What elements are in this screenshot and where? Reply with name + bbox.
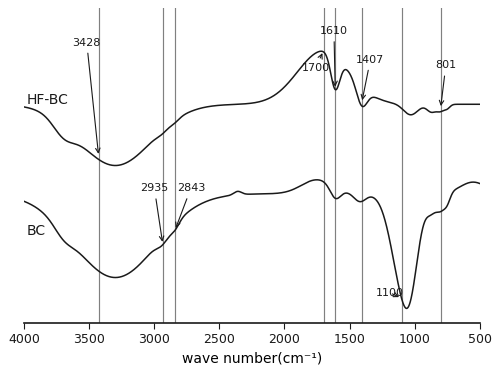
Text: 2843: 2843 [176,183,205,227]
Text: 1610: 1610 [320,26,348,86]
Text: 2935: 2935 [140,183,168,240]
Text: BC: BC [27,224,46,238]
Text: 3428: 3428 [72,38,101,153]
X-axis label: wave number(cm⁻¹): wave number(cm⁻¹) [182,352,322,366]
Text: 1407: 1407 [356,55,384,99]
Text: 801: 801 [436,61,456,105]
Text: 1700: 1700 [302,54,330,73]
Text: 1100: 1100 [376,288,404,298]
Text: HF-BC: HF-BC [27,93,68,107]
